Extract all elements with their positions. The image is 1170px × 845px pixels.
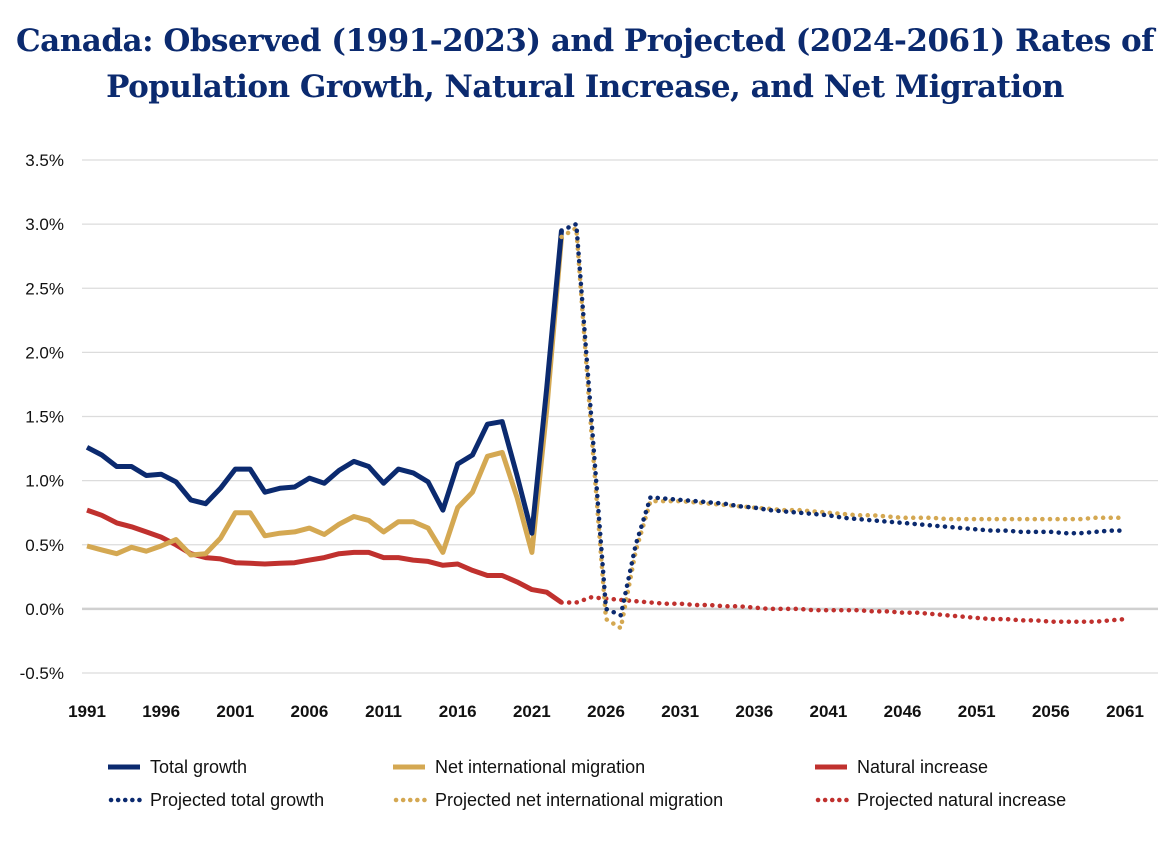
x-tick-label: 2051 — [958, 702, 996, 721]
natural-increase-line — [86, 507, 563, 605]
y-tick-label: 1.5% — [25, 408, 64, 427]
legend-item-net-international-migration: Net international migration — [393, 757, 645, 777]
projected-total-growth-line — [559, 221, 1128, 618]
chart-title-line-2: Population Growth, Natural Increase, and… — [106, 69, 1064, 105]
legend-label: Projected net international migration — [435, 790, 723, 810]
chart-title: Canada: Observed (1991-2023) and Project… — [0, 18, 1170, 110]
legend-label: Total growth — [150, 757, 247, 777]
y-axis-tick-labels: -0.5% 0.0% 0.5% 1.0% 1.5% 2.0% 2.5% 3.0% 3.5% — [20, 151, 64, 683]
x-tick-label: 2041 — [810, 702, 848, 721]
y-tick-label: 0.5% — [25, 536, 64, 555]
x-tick-label: 2016 — [439, 702, 477, 721]
y-tick-label: 3.0% — [25, 215, 64, 234]
legend-label: Natural increase — [857, 757, 988, 777]
x-tick-label: 2011 — [365, 702, 402, 721]
legend-label: Projected total growth — [150, 790, 324, 810]
legend-item-projected-net-international-migration: Projected net international migration — [393, 790, 723, 810]
legend-item-projected-total-growth: Projected total growth — [108, 790, 324, 810]
x-tick-label: 2006 — [291, 702, 329, 721]
y-tick-label: 2.5% — [25, 279, 64, 298]
x-tick-label: 2046 — [884, 702, 922, 721]
y-tick-label: -0.5% — [20, 664, 64, 683]
x-tick-label: 2036 — [735, 702, 773, 721]
chart-title-line-1: Canada: Observed (1991-2023) and Project… — [16, 23, 1154, 59]
legend: Total growth Net international migration N… — [108, 757, 1066, 810]
legend-label: Net international migration — [435, 757, 645, 777]
x-axis-tick-labels: 1991 1996 2001 2006 2011 2016 2021 2026 2031 2036… — [68, 702, 1144, 721]
total-growth-line — [85, 230, 564, 536]
y-tick-label: 2.0% — [25, 343, 64, 362]
legend-item-natural-increase: Natural increase — [815, 757, 988, 777]
x-tick-label: 2056 — [1032, 702, 1070, 721]
y-tick-label: 3.5% — [25, 151, 64, 170]
y-tick-label: 0.0% — [25, 600, 64, 619]
x-tick-label: 2061 — [1106, 702, 1144, 721]
x-tick-label: 1991 — [68, 702, 106, 721]
legend-item-projected-natural-increase: Projected natural increase — [815, 790, 1066, 810]
y-tick-label: 1.0% — [25, 472, 64, 491]
x-tick-label: 2026 — [587, 702, 625, 721]
legend-item-total-growth: Total growth — [108, 757, 247, 777]
projected-natural-increase-line — [559, 595, 1128, 624]
net-international-migration-line — [86, 236, 564, 558]
x-tick-label: 2031 — [661, 702, 699, 721]
legend-label: Projected natural increase — [857, 790, 1066, 810]
x-tick-label: 2021 — [513, 702, 551, 721]
series-lines — [85, 221, 1128, 631]
gridlines — [82, 159, 1158, 674]
projected-net-international-migration-line — [559, 225, 1128, 631]
x-tick-label: 1996 — [142, 702, 180, 721]
x-tick-label: 2001 — [216, 702, 254, 721]
